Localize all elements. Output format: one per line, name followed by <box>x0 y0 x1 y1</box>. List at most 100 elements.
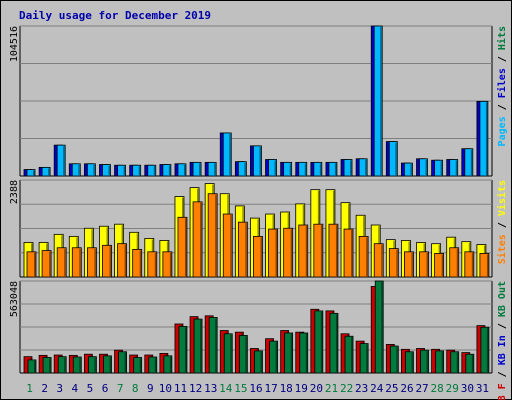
bar-sites-day-22-shade <box>351 230 353 277</box>
bar-sites-day-25 <box>388 248 399 278</box>
bar-kbout-day-14 <box>223 333 233 374</box>
bar-kbout-day-15 <box>238 335 248 374</box>
day-label-15: 15 <box>234 382 247 395</box>
bar-sites-day-29-fill <box>449 247 460 278</box>
panel-2-day-17 <box>265 213 278 278</box>
bar-pages-day-1-shade <box>33 170 35 176</box>
panel-1-day-19 <box>295 161 308 177</box>
panel-2-day-8 <box>129 231 143 278</box>
bar-kbout-day-29-shade <box>456 352 459 373</box>
bar-kbout-day-16 <box>254 350 263 374</box>
bar-kbout-day-21 <box>329 312 339 374</box>
bar-pages-day-12-shade <box>199 163 201 176</box>
bar-pages-day-3 <box>56 144 66 177</box>
panel-3-day-23 <box>355 340 369 374</box>
bar-kbout-day-6-shade <box>109 356 111 373</box>
day-label-26: 26 <box>400 382 413 395</box>
bar-kbout-day-26 <box>405 351 414 374</box>
bar-sites-day-14 <box>222 213 233 278</box>
bar-sites-day-10-fill <box>162 251 173 278</box>
panel-1-day-29 <box>446 159 459 177</box>
bar-sites-day-25-fill <box>388 248 399 278</box>
panel-1-max-label: 104516 <box>9 26 20 62</box>
bar-sites-day-21 <box>328 223 339 278</box>
panel-3-day-13 <box>204 315 218 374</box>
bar-pages-day-16 <box>253 145 262 177</box>
bar-kbout-day-23-fill <box>359 343 369 374</box>
bar-sites-day-29-shade <box>456 248 459 277</box>
bar-pages-day-17-shade <box>274 160 277 176</box>
panel-3-day-12 <box>189 316 203 374</box>
bar-kbout-day-7-fill <box>118 351 127 374</box>
bar-sites-day-10 <box>162 251 173 278</box>
bar-kbout-day-10-fill <box>163 355 173 374</box>
day-label-28: 28 <box>431 382 444 395</box>
panel-1-day-3 <box>53 144 66 177</box>
bar-sites-day-5 <box>86 247 97 278</box>
bar-kbout-day-12-fill <box>193 318 203 374</box>
panel-3-series-label: KB F / KB In / KB Out <box>497 281 508 400</box>
panel-3-day-20 <box>310 308 324 374</box>
bar-pages-day-14-shade <box>229 133 231 176</box>
panel-2-day-27 <box>416 242 429 278</box>
panel-3-day-10 <box>159 352 173 374</box>
bar-pages-day-8 <box>132 164 142 177</box>
panel-1-day-13 <box>204 161 217 177</box>
bar-kbout-day-24 <box>374 280 384 374</box>
bar-sites-day-10-shade <box>169 252 172 277</box>
bar-pages-day-9-shade <box>153 166 156 176</box>
day-label-16: 16 <box>249 382 262 395</box>
panel-3-day-22 <box>340 333 354 374</box>
bar-pages-day-13-shade <box>214 163 216 176</box>
day-label-20: 20 <box>310 382 323 395</box>
bar-kbout-day-28 <box>435 350 445 374</box>
bar-pages-day-22 <box>343 159 353 177</box>
bar-sites-day-21-fill <box>328 223 339 278</box>
bar-sites-day-11 <box>177 216 188 278</box>
bar-kbout-day-26-shade <box>411 352 413 373</box>
day-label-31: 31 <box>476 382 489 395</box>
bar-kbout-day-6-fill <box>103 355 112 374</box>
panel-2-series-label-part-2: / <box>497 216 508 234</box>
panel-1-day-10 <box>159 164 172 177</box>
bar-sites-day-21-shade <box>335 225 338 277</box>
panel-2-day-20 <box>310 189 324 278</box>
bar-sites-day-30-shade <box>471 252 474 277</box>
panel-2-day-1 <box>23 242 37 278</box>
panel-2-day-23 <box>355 214 369 278</box>
bar-pages-day-10-fill <box>162 164 172 177</box>
bar-kbout-day-22 <box>344 335 354 374</box>
bar-pages-day-21-shade <box>334 163 337 176</box>
bar-pages-day-30 <box>464 148 474 177</box>
bar-kbout-day-31 <box>480 326 490 374</box>
bar-kbout-day-16-shade <box>260 351 262 373</box>
panel-2-day-22 <box>340 202 354 278</box>
bar-sites-day-22 <box>343 228 354 278</box>
bar-pages-day-23 <box>358 158 368 177</box>
panel-1-day-21 <box>325 161 338 177</box>
day-label-25: 25 <box>385 382 398 395</box>
day-label-4: 4 <box>72 382 79 395</box>
panel-2-day-9 <box>144 238 158 278</box>
bar-sites-day-13-shade <box>215 194 217 277</box>
panel-3-day-25 <box>385 344 399 374</box>
bar-sites-day-19-shade <box>305 226 308 277</box>
bar-sites-day-31-fill <box>479 253 490 278</box>
bar-sites-day-8 <box>132 248 143 278</box>
bar-pages-day-26 <box>404 162 413 177</box>
bar-kbout-day-15-shade <box>245 336 247 373</box>
bar-sites-day-31-shade <box>486 254 489 277</box>
bar-sites-day-11-shade <box>184 218 187 277</box>
bar-pages-day-8-shade <box>138 166 141 176</box>
bar-pages-day-19 <box>298 161 308 177</box>
bar-pages-day-18-shade <box>289 163 292 176</box>
panel-2-day-21 <box>325 189 339 278</box>
panel-3-day-28 <box>431 348 445 374</box>
day-label-11: 11 <box>174 382 187 395</box>
panel-1-series-label-part-4: / <box>497 50 508 68</box>
bar-pages-day-1 <box>26 169 36 177</box>
bar-sites-day-23-shade <box>366 237 368 277</box>
day-label-23: 23 <box>355 382 368 395</box>
panel-2-day-16 <box>250 217 263 278</box>
panel-2-day-15 <box>234 205 248 278</box>
